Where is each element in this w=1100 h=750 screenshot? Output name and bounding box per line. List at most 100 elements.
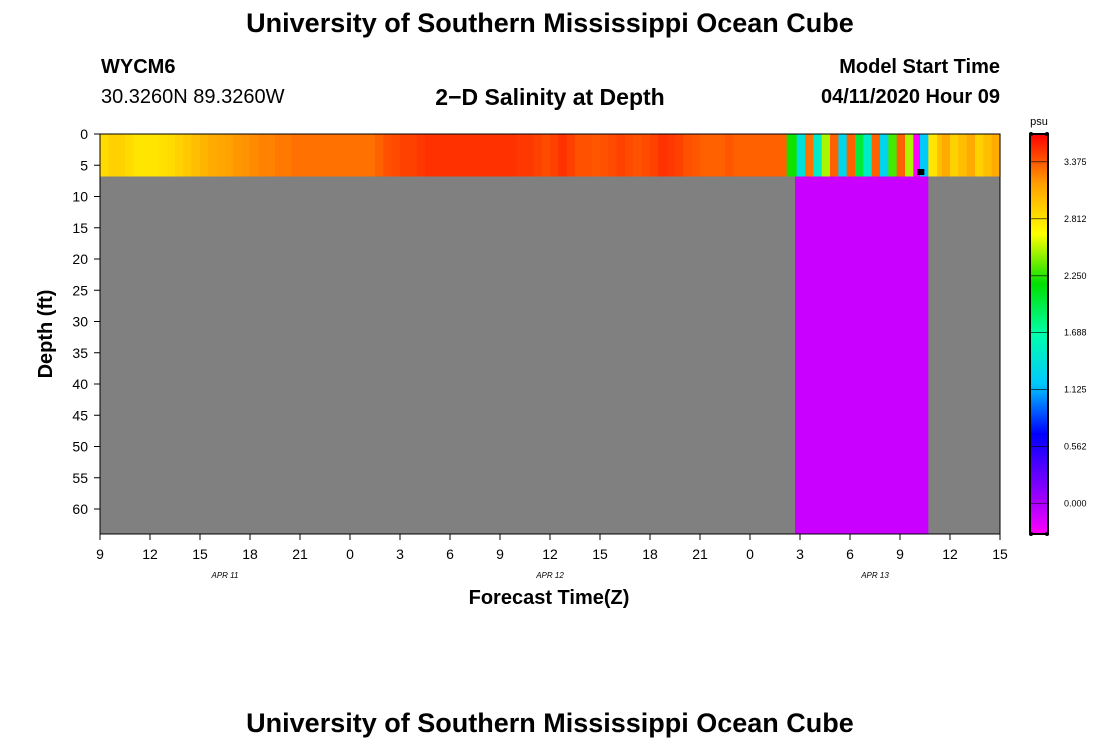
surface-cell	[383, 134, 393, 177]
date-label: APR 12	[535, 571, 564, 580]
surface-cell	[783, 134, 788, 177]
surface-cell	[291, 134, 301, 177]
mixed-surface-cell	[896, 134, 906, 177]
x-axis-title: Forecast Time(Z)	[469, 587, 630, 609]
surface-cell	[100, 134, 109, 177]
x-tick-label: 6	[446, 546, 454, 562]
y-tick-label: 0	[80, 126, 88, 142]
heatmap-plot-area	[100, 134, 1001, 534]
mixed-surface-cell	[796, 134, 806, 177]
surface-cell	[658, 134, 668, 177]
surface-cell	[391, 134, 401, 177]
marker-cell	[917, 169, 925, 175]
surface-cell	[691, 134, 701, 177]
colorbar-unit-label: psu	[1030, 116, 1048, 128]
surface-cell	[608, 134, 618, 177]
surface-cell	[666, 134, 676, 177]
colorbar-tick-label: 0.000	[1064, 499, 1087, 509]
colorbar: 3.375 2.812 2.250 1.688 1.125 0.562 0.000 psu	[1029, 116, 1087, 536]
surface-cell	[333, 134, 343, 177]
station-coords: 30.3260N 89.3260W	[101, 86, 285, 108]
surface-cell	[583, 134, 593, 177]
surface-cell	[116, 134, 126, 177]
y-tick-label: 35	[72, 345, 88, 361]
colorbar-end-mark	[1045, 132, 1049, 136]
surface-cell	[716, 134, 726, 177]
surface-cell	[758, 134, 768, 177]
mixed-surface-cell	[821, 134, 831, 177]
surface-cell	[283, 134, 293, 177]
surface-cell	[733, 134, 743, 177]
model-start-label: Model Start Time	[839, 56, 1000, 78]
x-tick-label: 15	[192, 546, 208, 562]
top-title: University of Southern Mississippi Ocean…	[246, 8, 854, 38]
y-tick-label: 25	[72, 282, 88, 298]
surface-cell	[408, 134, 418, 177]
x-tick-label: 9	[896, 546, 904, 562]
mixed-surface-cell	[813, 134, 823, 177]
x-tick-label: 12	[142, 546, 158, 562]
x-tick-label: 18	[242, 546, 258, 562]
x-tick-label: 3	[396, 546, 404, 562]
station-id: WYCM6	[101, 56, 176, 78]
surface-cell	[266, 134, 276, 177]
surface-cell	[200, 134, 209, 177]
y-tick-label: 20	[72, 251, 88, 267]
surface-cell	[341, 134, 351, 177]
mixed-surface-cell	[863, 134, 873, 177]
surface-cell	[441, 134, 451, 177]
surface-cell	[241, 134, 251, 177]
mixed-surface-cell	[838, 134, 848, 177]
surface-cell	[500, 134, 509, 177]
surface-cell	[741, 134, 751, 177]
colorbar-tick-label: 0.562	[1064, 442, 1087, 452]
y-tick-label: 50	[72, 439, 88, 455]
surface-cell	[450, 134, 459, 177]
surface-cell	[191, 134, 201, 177]
surface-cell	[250, 134, 259, 177]
x-tick-label: 15	[592, 546, 608, 562]
surface-cell	[358, 134, 368, 177]
surface-cell	[683, 134, 693, 177]
surface-cell	[325, 134, 334, 177]
surface-cell	[941, 134, 951, 177]
surface-cell	[966, 134, 976, 177]
y-tick-label: 30	[72, 314, 88, 330]
mixed-deep-column	[795, 176, 929, 534]
surface-cell	[958, 134, 968, 177]
colorbar-end-mark	[1029, 132, 1033, 136]
surface-cell	[566, 134, 576, 177]
surface-cell	[983, 134, 993, 177]
x-tick-label: 21	[692, 546, 708, 562]
mixed-surface-cell	[855, 134, 864, 177]
model-start-value: 04/11/2020 Hour 09	[820, 86, 1000, 108]
surface-cell	[258, 134, 268, 177]
y-tick-label: 10	[72, 189, 88, 205]
surface-cell	[350, 134, 359, 177]
surface-cell	[125, 134, 134, 177]
x-tick-label: 9	[96, 546, 104, 562]
surface-cell	[533, 134, 543, 177]
y-axis-title: Depth (ft)	[35, 290, 57, 379]
x-tick-label: 12	[942, 546, 958, 562]
surface-cell	[950, 134, 959, 177]
surface-cell	[491, 134, 501, 177]
surface-cell	[275, 134, 284, 177]
colorbar-end-mark	[1029, 532, 1033, 536]
surface-cell	[975, 134, 984, 177]
surface-cell	[558, 134, 568, 177]
surface-cell	[625, 134, 634, 177]
surface-cell	[541, 134, 551, 177]
surface-cell	[108, 134, 118, 177]
surface-cell	[233, 134, 243, 177]
y-tick-label: 60	[72, 501, 88, 517]
y-tick-label: 45	[72, 407, 88, 423]
surface-cell	[150, 134, 159, 177]
x-tick-label: 0	[746, 546, 754, 562]
surface-cell	[708, 134, 718, 177]
surface-cell	[183, 134, 193, 177]
surface-cell	[458, 134, 468, 177]
surface-cell	[175, 134, 184, 177]
surface-cell	[216, 134, 226, 177]
